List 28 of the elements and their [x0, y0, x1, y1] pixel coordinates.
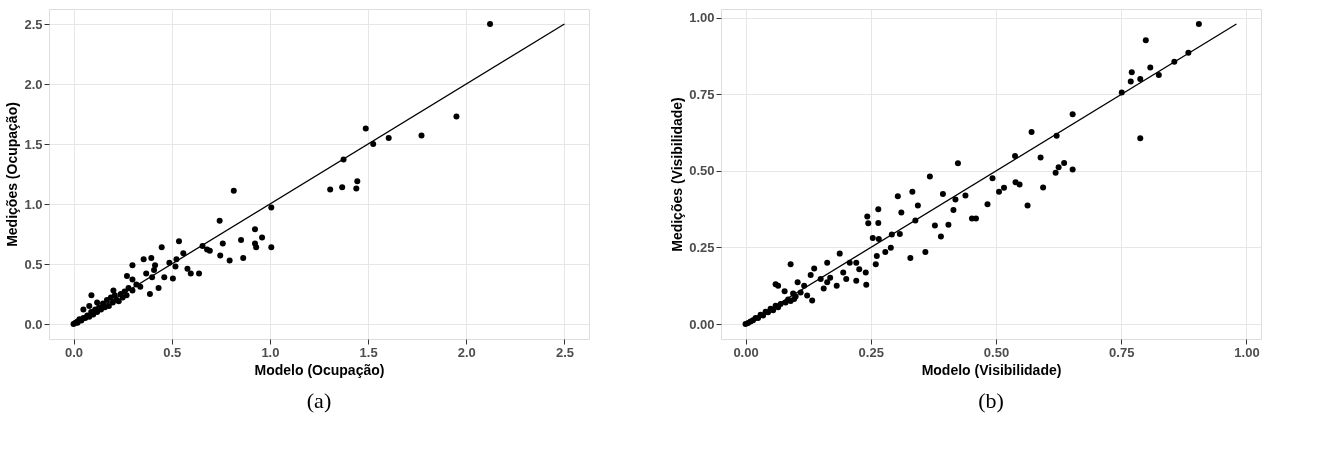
- x-tick-label: 0.50: [983, 344, 1010, 360]
- x-tick-label: 0.5: [163, 344, 182, 360]
- y-tick-label: 2.0: [24, 76, 43, 92]
- y-tick-label: 1.0: [24, 196, 43, 212]
- y-tick-label: 2.5: [24, 16, 43, 32]
- y-axis-title: Medições (Visibilidade): [669, 97, 686, 252]
- x-tick-label: 0.00: [733, 344, 759, 360]
- x-tick-label: 1.0: [261, 344, 280, 360]
- y-tick-label: 0.25: [689, 239, 715, 255]
- x-tick-label: 0.75: [1109, 344, 1135, 360]
- y-tick-label: 0.00: [689, 316, 715, 332]
- x-tick-label: 0.0: [65, 344, 84, 360]
- x-axis-title: Modelo (Visibilidade): [921, 361, 1062, 378]
- y-tick-label: 0.50: [689, 163, 715, 179]
- x-tick-label: 2.0: [457, 344, 476, 360]
- y-tick-label: 1.00: [689, 10, 715, 26]
- x-tick-label: 0.25: [858, 344, 884, 360]
- x-tick-label: 2.5: [555, 344, 574, 360]
- text: (b): [978, 388, 1004, 413]
- text: (a): [306, 388, 332, 413]
- x-tick-label: 1.00: [1234, 344, 1260, 360]
- y-tick-label: 1.5: [24, 136, 43, 152]
- x-axis-title: Modelo (Ocupação): [254, 361, 385, 378]
- y-tick-label: 0.5: [24, 256, 43, 272]
- y-axis-title: Medições (Ocupação): [4, 102, 21, 247]
- x-tick-label: 1.5: [359, 344, 378, 360]
- y-tick-label: 0.75: [689, 86, 715, 102]
- y-tick-label: 0.0: [24, 316, 43, 332]
